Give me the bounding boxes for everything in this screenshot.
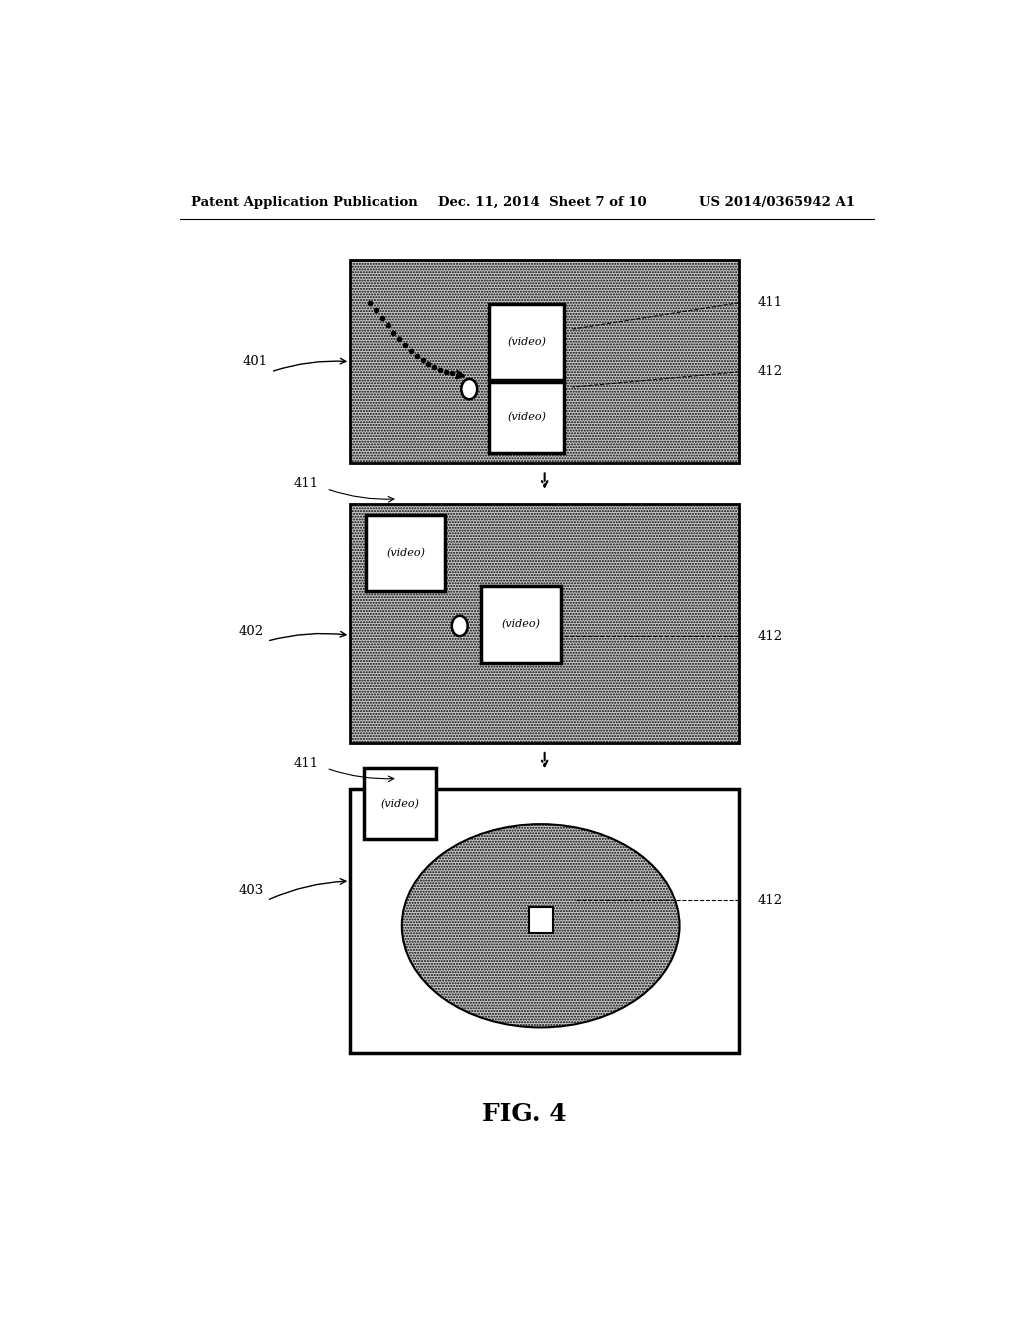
Bar xyxy=(489,304,564,380)
Text: (video): (video) xyxy=(386,548,425,558)
Text: Dec. 11, 2014  Sheet 7 of 10: Dec. 11, 2014 Sheet 7 of 10 xyxy=(437,195,646,209)
Text: (video): (video) xyxy=(507,337,546,347)
Text: 411: 411 xyxy=(758,296,782,309)
Text: 403: 403 xyxy=(239,883,263,896)
Text: FIG. 4: FIG. 4 xyxy=(482,1102,567,1126)
Circle shape xyxy=(452,615,468,636)
Bar xyxy=(350,260,739,463)
Ellipse shape xyxy=(401,824,680,1027)
Text: (video): (video) xyxy=(502,619,541,630)
Text: (video): (video) xyxy=(381,799,420,809)
Text: 412: 412 xyxy=(758,630,782,643)
Text: 411: 411 xyxy=(293,477,318,490)
Bar xyxy=(365,768,436,840)
Bar xyxy=(350,504,739,743)
Bar xyxy=(367,515,445,591)
Text: 411: 411 xyxy=(293,756,318,770)
Text: (video): (video) xyxy=(507,412,546,422)
Text: Patent Application Publication: Patent Application Publication xyxy=(191,195,418,209)
Bar xyxy=(528,907,553,933)
Bar xyxy=(481,586,560,663)
Circle shape xyxy=(461,379,477,399)
Bar xyxy=(489,381,564,453)
Text: 412: 412 xyxy=(758,894,782,907)
Text: 412: 412 xyxy=(758,366,782,379)
Text: US 2014/0365942 A1: US 2014/0365942 A1 xyxy=(699,195,855,209)
Text: 402: 402 xyxy=(239,624,263,638)
Text: 401: 401 xyxy=(243,355,267,368)
Bar xyxy=(350,788,739,1053)
